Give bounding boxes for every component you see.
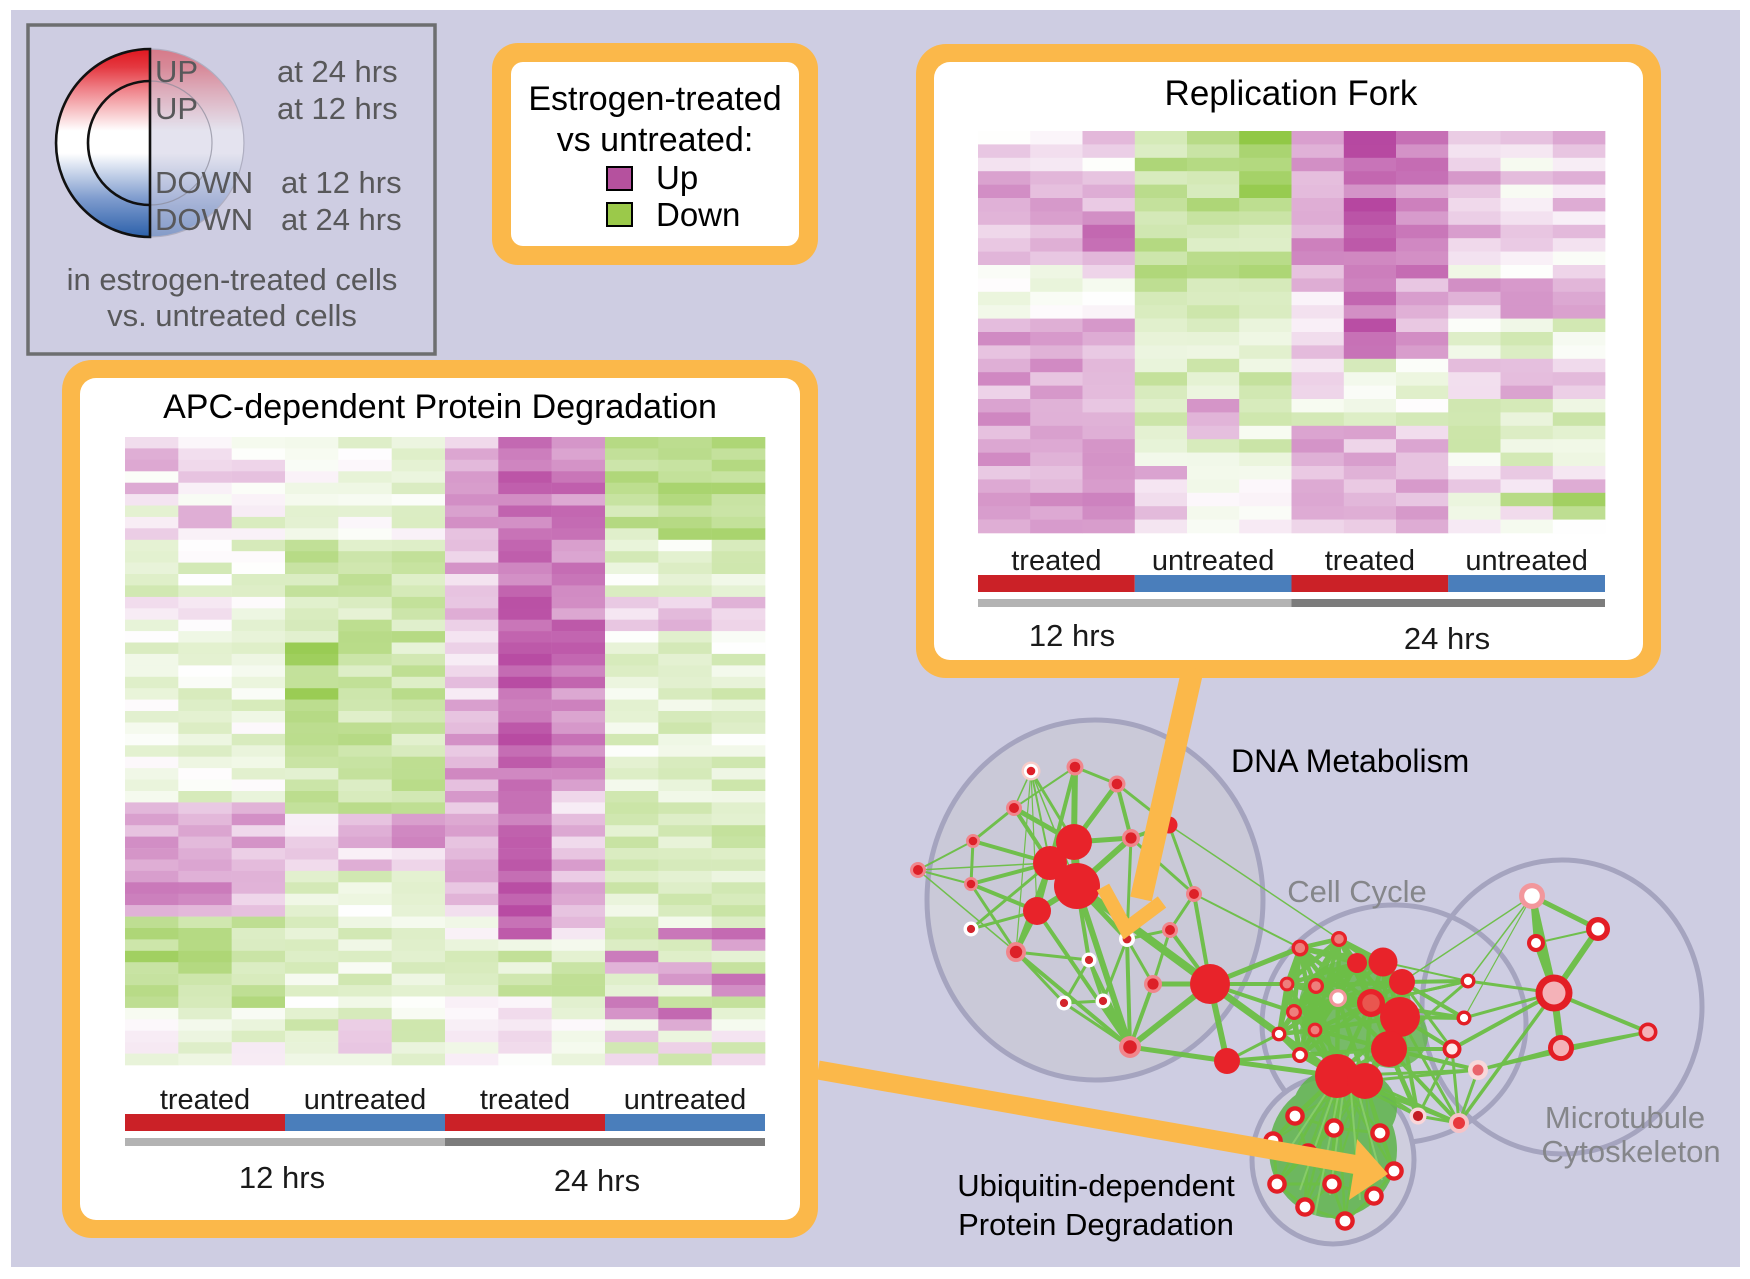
svg-text:UP: UP [155, 91, 198, 126]
svg-text:at 24 hrs: at 24 hrs [281, 202, 402, 237]
svg-text:treated: treated [1011, 545, 1101, 577]
svg-text:DOWN: DOWN [155, 202, 253, 237]
svg-text:24 hrs: 24 hrs [1404, 621, 1490, 656]
svg-text:12 hrs: 12 hrs [1029, 618, 1115, 653]
svg-text:UP: UP [155, 54, 198, 89]
svg-text:Microtubule: Microtubule [1545, 1100, 1705, 1135]
svg-text:Cytoskeleton: Cytoskeleton [1541, 1134, 1720, 1169]
svg-text:at 12 hrs: at 12 hrs [277, 91, 398, 126]
svg-text:APC-dependent Protein Degradat: APC-dependent Protein Degradation [163, 388, 717, 426]
svg-text:in estrogen-treated cells: in estrogen-treated cells [67, 262, 398, 297]
svg-text:vs. untreated cells: vs. untreated cells [107, 298, 357, 333]
svg-text:treated: treated [1325, 545, 1415, 577]
svg-text:vs untreated:: vs untreated: [557, 121, 754, 159]
svg-text:treated: treated [160, 1084, 250, 1116]
svg-text:12 hrs: 12 hrs [239, 1160, 325, 1195]
svg-text:Estrogen-treated: Estrogen-treated [528, 80, 781, 118]
svg-text:Ubiquitin-dependent: Ubiquitin-dependent [957, 1168, 1235, 1203]
svg-text:Cell Cycle: Cell Cycle [1287, 874, 1427, 909]
svg-text:untreated: untreated [1465, 545, 1588, 577]
svg-text:Up: Up [656, 159, 698, 196]
svg-text:Down: Down [656, 196, 740, 233]
svg-text:treated: treated [480, 1084, 570, 1116]
svg-text:untreated: untreated [304, 1084, 427, 1116]
svg-text:at 12 hrs: at 12 hrs [281, 165, 402, 200]
svg-text:DOWN: DOWN [155, 165, 253, 200]
svg-text:Replication Fork: Replication Fork [1165, 74, 1418, 113]
svg-text:untreated: untreated [624, 1084, 747, 1116]
svg-text:Protein Degradation: Protein Degradation [958, 1207, 1234, 1242]
svg-text:at 24 hrs: at 24 hrs [277, 54, 398, 89]
svg-text:untreated: untreated [1152, 545, 1275, 577]
svg-text:24 hrs: 24 hrs [554, 1163, 640, 1198]
svg-text:DNA Metabolism: DNA Metabolism [1231, 743, 1469, 779]
